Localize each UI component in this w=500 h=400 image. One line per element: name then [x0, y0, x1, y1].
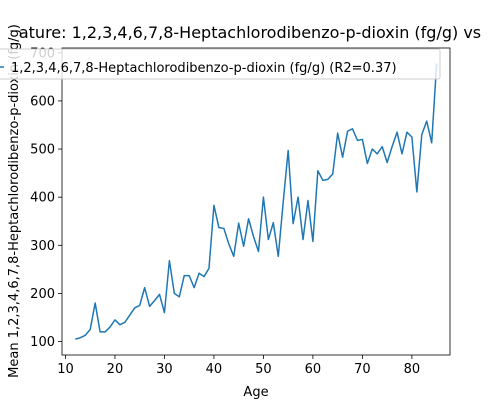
y-axis-label: Mean 1,2,3,4,6,7,8-Heptachlorodibenzo-p-… [7, 24, 22, 378]
x-axis-label: Age [243, 385, 268, 400]
axes-frame [61, 47, 451, 356]
y-tick-label: 600 [30, 94, 55, 109]
legend-series-label: 1,2,3,4,6,7,8-Heptachlorodibenzo-p-dioxi… [11, 61, 397, 76]
y-tick-label: 100 [30, 335, 55, 350]
x-tick-label: 20 [107, 362, 124, 377]
x-tick-label: 40 [206, 362, 223, 377]
x-tick-label: 10 [57, 362, 74, 377]
y-tick-label: 400 [30, 191, 55, 206]
x-tick-label: 60 [305, 362, 322, 377]
y-tick-label: 200 [30, 287, 55, 302]
series-line [75, 63, 438, 340]
chart-title: ature: 1,2,3,4,6,7,8-Heptachlorodibenzo-… [19, 23, 481, 42]
y-tick-label: 300 [30, 239, 55, 254]
x-tick-label: 30 [156, 362, 173, 377]
x-tick-label: 70 [354, 362, 371, 377]
x-tick-label: 50 [255, 362, 272, 377]
y-tick-label: 500 [30, 143, 55, 158]
x-tick-label: 80 [404, 362, 421, 377]
legend: 1,2,3,4,6,7,8-Heptachlorodibenzo-p-dioxi… [0, 48, 441, 80]
legend-box [0, 48, 441, 80]
